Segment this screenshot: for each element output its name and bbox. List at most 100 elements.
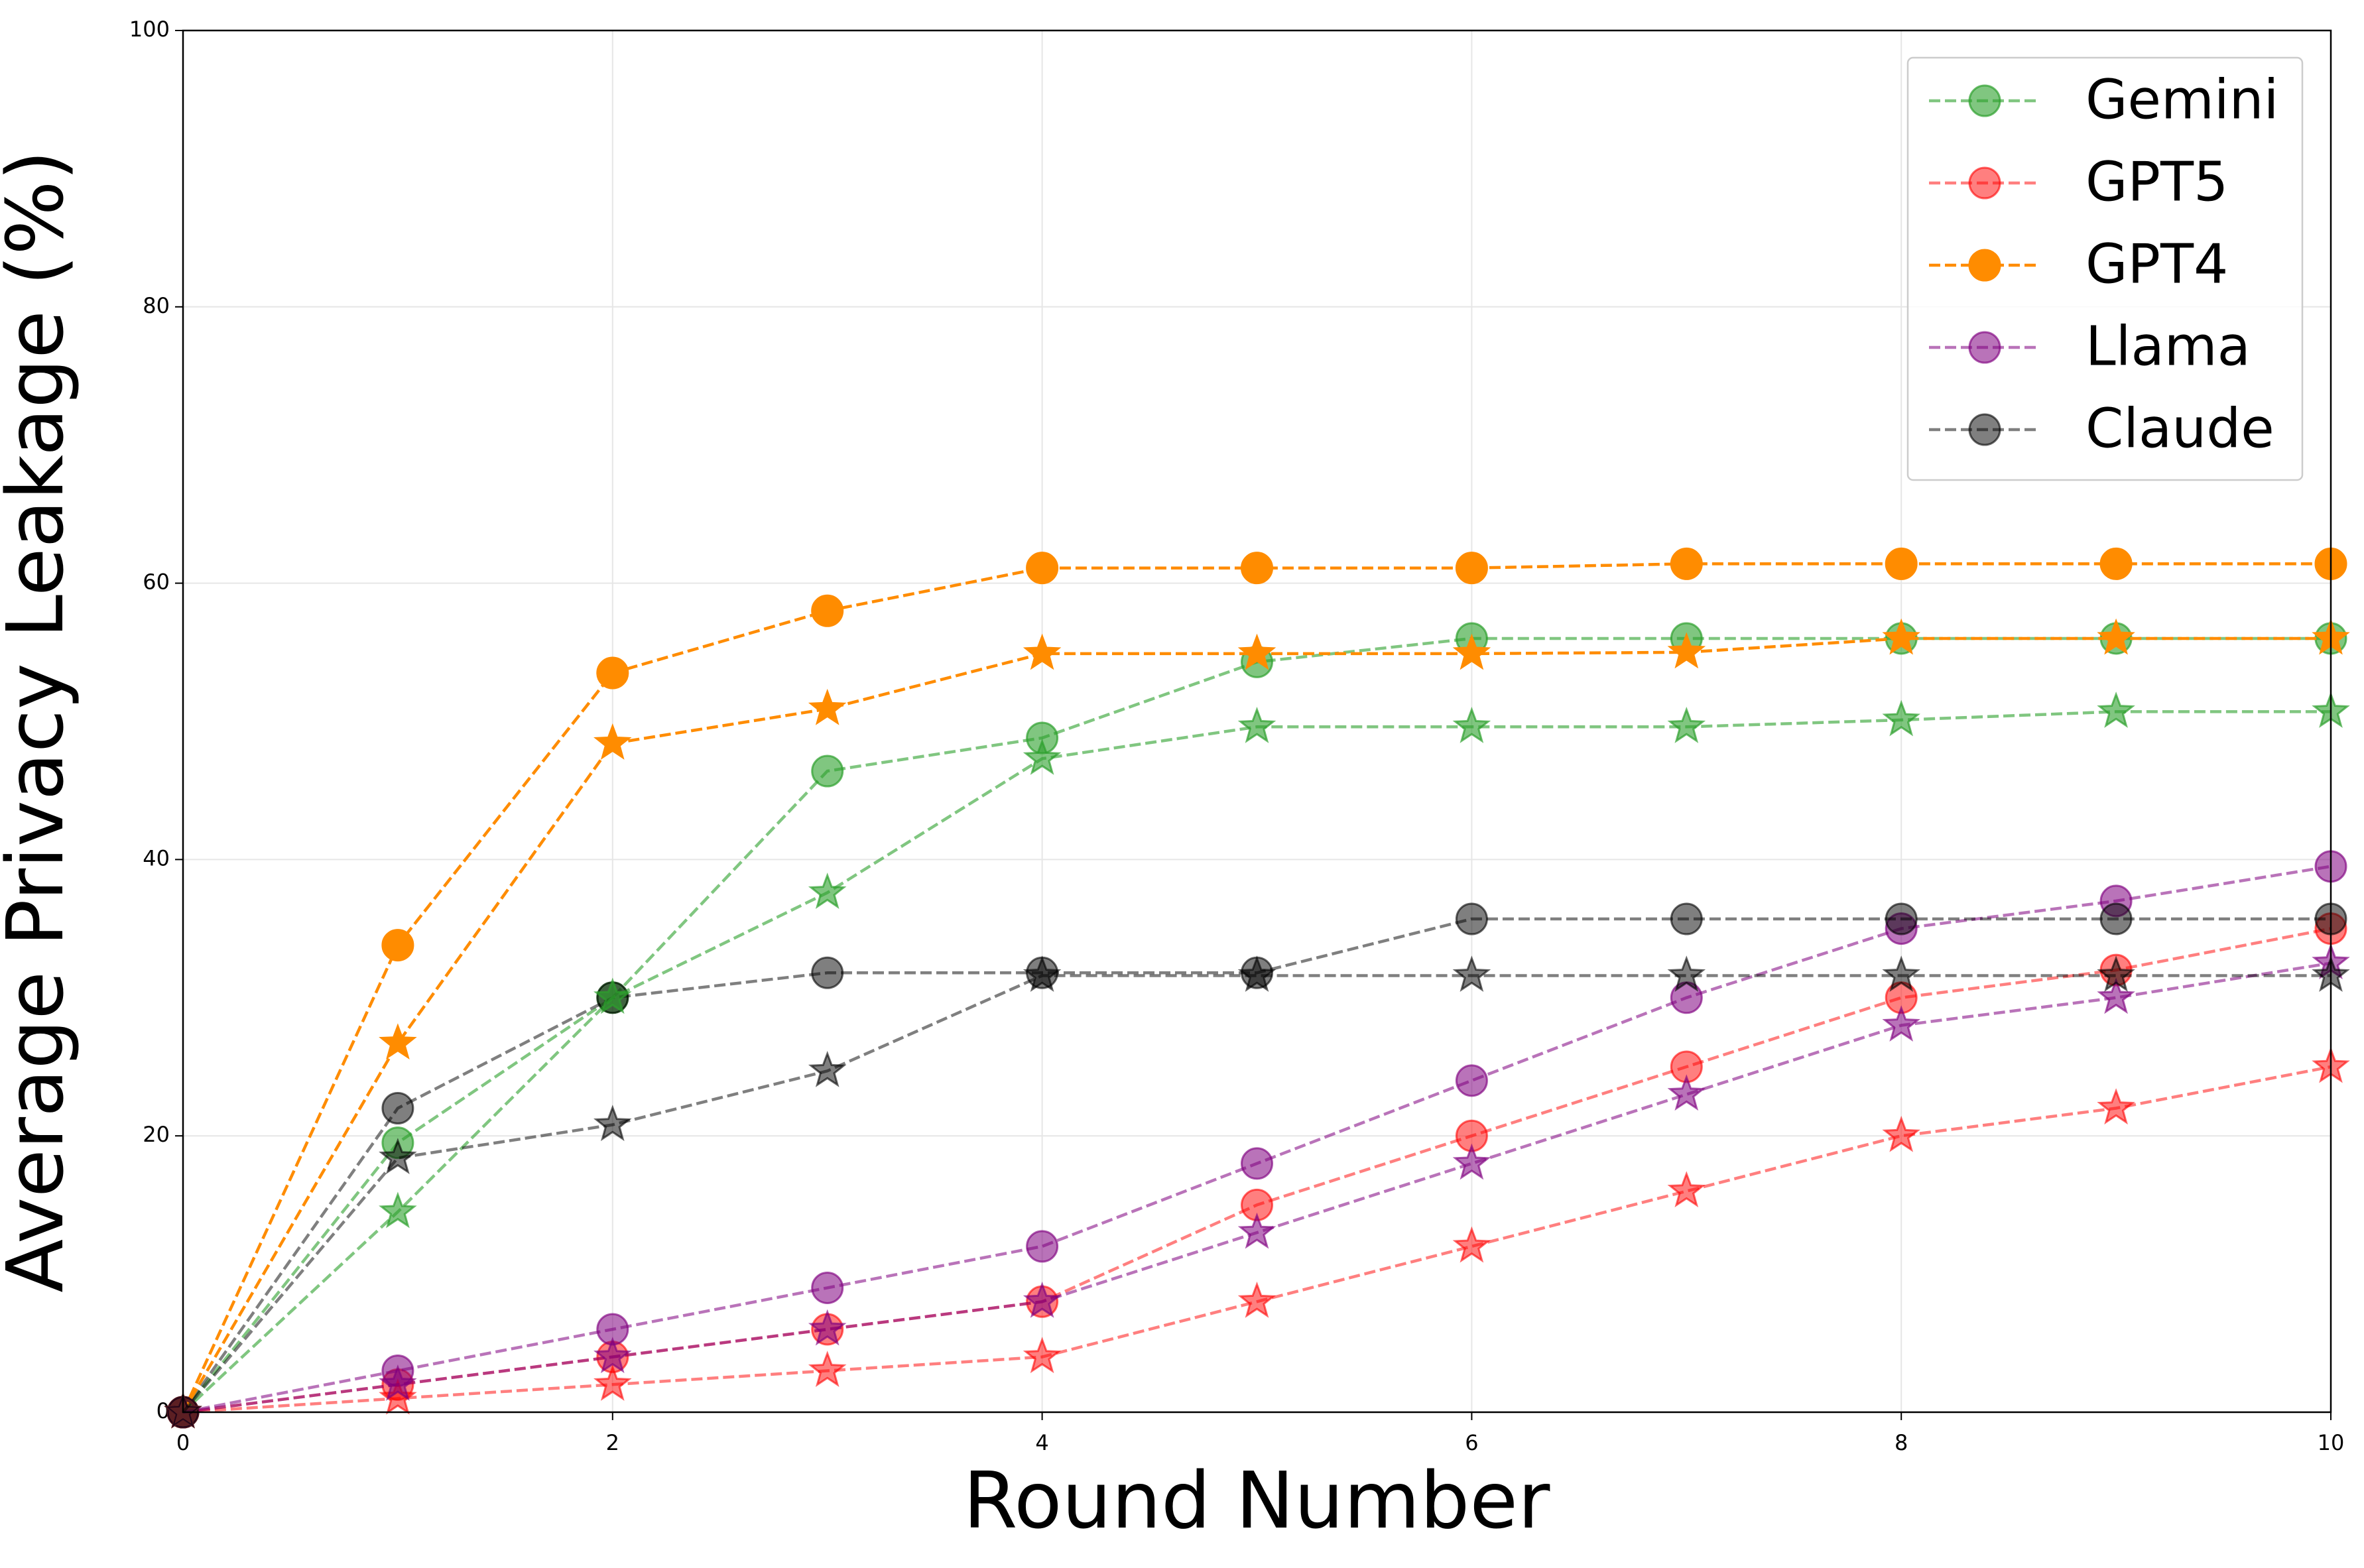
circle-marker xyxy=(1026,552,1059,585)
star-marker xyxy=(1667,1171,1706,1208)
circle-marker xyxy=(1241,1147,1273,1180)
series xyxy=(166,850,2347,1429)
star-marker xyxy=(1882,699,1920,737)
series xyxy=(164,692,2350,1429)
circle-marker xyxy=(811,956,844,989)
legend-label: GPT4 xyxy=(2085,233,2228,296)
star-marker xyxy=(1023,633,1062,670)
x-tick-label: 10 xyxy=(2318,1430,2345,1455)
circle-marker xyxy=(1968,331,2001,364)
star-marker xyxy=(1667,1074,1706,1111)
circle-marker xyxy=(1968,413,2001,446)
legend-label: GPT5 xyxy=(2085,151,2228,213)
legend-label: Gemini xyxy=(2085,68,2278,131)
y-tick-label: 20 xyxy=(143,1122,170,1147)
circle-marker xyxy=(2099,547,2133,580)
star-marker xyxy=(1882,955,1920,992)
star-marker xyxy=(1237,706,1276,743)
circle-marker xyxy=(1968,166,2001,200)
star-marker xyxy=(1667,955,1706,992)
star-marker xyxy=(593,977,632,1014)
star-marker xyxy=(808,1051,847,1087)
x-tick-label: 8 xyxy=(1895,1430,1908,1455)
y-tick-label: 100 xyxy=(129,17,170,42)
circle-marker xyxy=(1968,249,2001,282)
star-marker xyxy=(379,1138,417,1175)
legend-box xyxy=(1906,56,2304,481)
circle-marker xyxy=(1241,552,1273,585)
star-marker xyxy=(2097,955,2135,992)
star-marker xyxy=(1023,1337,1062,1374)
star-marker xyxy=(1023,739,1062,775)
star-marker xyxy=(593,723,632,760)
y-tick-label: 0 xyxy=(156,1398,170,1423)
star-marker xyxy=(1882,1005,1920,1042)
circle-marker xyxy=(1670,981,1703,1014)
plot-frame xyxy=(182,29,2332,1414)
star-marker xyxy=(1882,618,1920,655)
star-marker xyxy=(808,688,847,725)
star-marker xyxy=(1667,632,1706,669)
circle-marker xyxy=(1455,1064,1488,1097)
circle-marker xyxy=(1885,902,1918,935)
circle-marker xyxy=(811,754,844,788)
star-marker xyxy=(2097,977,2135,1014)
star-marker xyxy=(1023,1282,1062,1318)
star-marker xyxy=(1452,706,1491,743)
star-marker xyxy=(1452,633,1491,670)
y-axis-label: Average Privacy Leakage (%) xyxy=(0,150,81,1292)
line xyxy=(182,961,2332,1414)
circle-marker xyxy=(1670,547,1703,580)
star-marker xyxy=(1237,633,1276,670)
star-marker xyxy=(2097,692,2135,728)
star-marker xyxy=(379,1191,417,1229)
circle-marker xyxy=(381,929,414,962)
star-marker xyxy=(2097,1088,2135,1125)
circle-marker xyxy=(381,1092,414,1125)
x-tick-label: 4 xyxy=(1035,1430,1048,1455)
circle-marker xyxy=(811,594,844,627)
x-tick-label: 2 xyxy=(606,1430,619,1455)
series xyxy=(164,618,2350,1429)
star-marker xyxy=(593,1364,632,1401)
star-marker xyxy=(1023,955,1062,992)
star-marker xyxy=(2097,618,2135,655)
star-marker xyxy=(379,1378,417,1415)
star-marker xyxy=(1237,955,1276,992)
star-marker xyxy=(593,1105,632,1142)
star-marker xyxy=(1452,1143,1491,1180)
line xyxy=(182,974,2331,1414)
circle-marker xyxy=(1455,902,1488,935)
x-tick-label: 0 xyxy=(176,1430,190,1455)
circle-marker xyxy=(811,1271,844,1304)
circle-marker xyxy=(1455,552,1488,585)
circle-marker xyxy=(1968,84,2001,117)
star-marker xyxy=(1237,1282,1276,1318)
star-marker xyxy=(1452,955,1491,992)
star-marker xyxy=(379,1364,417,1401)
y-tick-label: 40 xyxy=(143,845,170,871)
star-marker xyxy=(1882,1115,1920,1152)
star-marker xyxy=(808,873,847,909)
legend-label: Claude xyxy=(2085,397,2274,460)
circle-marker xyxy=(1026,1230,1059,1263)
series xyxy=(164,1046,2350,1429)
circle-marker xyxy=(2099,902,2133,935)
x-axis-label: Round Number xyxy=(964,1455,1550,1546)
x-tick-label: 6 xyxy=(1465,1430,1478,1455)
series xyxy=(164,943,2350,1429)
legend-label: Llama xyxy=(2085,315,2251,378)
line xyxy=(182,865,2332,1414)
circle-marker xyxy=(596,656,629,690)
star-marker xyxy=(593,1337,632,1374)
star-marker xyxy=(808,1351,847,1387)
y-tick-label: 80 xyxy=(143,293,170,318)
circle-marker xyxy=(1885,547,1918,580)
star-marker xyxy=(1452,1226,1491,1263)
star-marker xyxy=(379,1023,417,1060)
legend: Gemini GPT5 GPT4 Llama Claude xyxy=(1906,56,2304,481)
star-marker xyxy=(808,1309,847,1346)
circle-marker xyxy=(1670,902,1703,935)
